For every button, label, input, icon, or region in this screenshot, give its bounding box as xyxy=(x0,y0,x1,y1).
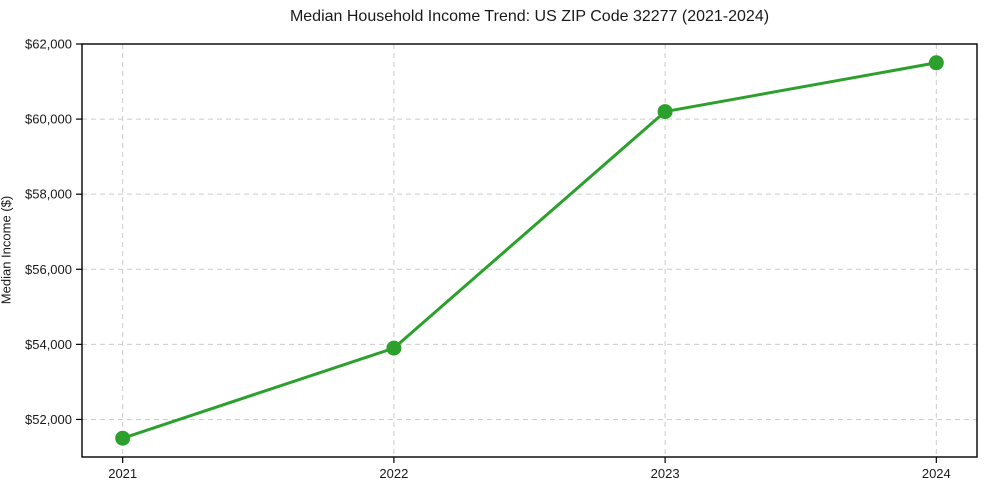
plot-border xyxy=(81,43,978,458)
chart-title: Median Household Income Trend: US ZIP Co… xyxy=(289,8,770,25)
x-tick-label: 2024 xyxy=(922,466,951,481)
data-point-marker xyxy=(115,430,131,446)
x-tick-label: 2023 xyxy=(651,466,680,481)
data-point-marker xyxy=(386,340,402,356)
y-tick-label: $60,000 xyxy=(25,112,72,127)
y-tick-label: $56,000 xyxy=(25,262,72,277)
data-point-marker xyxy=(928,55,944,71)
y-axis-label: Median Income ($) xyxy=(0,195,14,305)
data-point-marker xyxy=(657,104,673,120)
x-tick-label: 2021 xyxy=(108,466,137,481)
y-tick-label: $58,000 xyxy=(25,187,72,202)
x-tick-label: 2022 xyxy=(379,466,408,481)
y-tick-label: $54,000 xyxy=(25,337,72,352)
y-tick-label: $62,000 xyxy=(25,37,72,52)
y-tick-label: $52,000 xyxy=(25,412,72,427)
trend-line xyxy=(121,61,938,440)
